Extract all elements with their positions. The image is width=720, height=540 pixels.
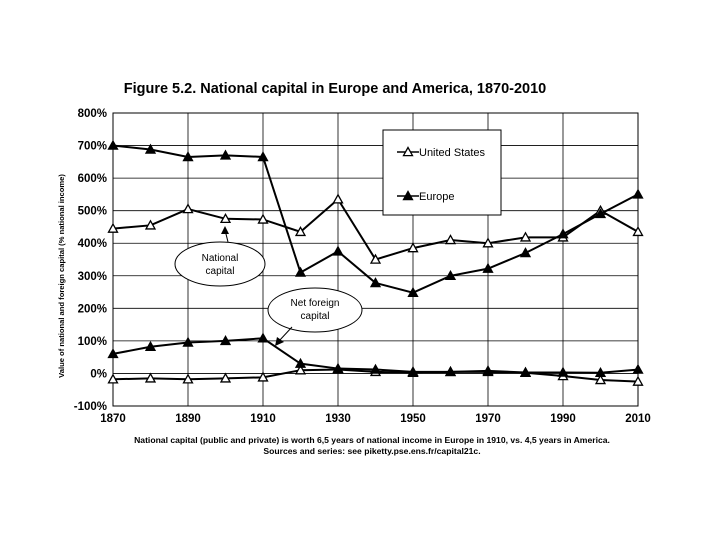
data-point [482, 365, 494, 376]
y-tick-label: 200% [78, 303, 107, 315]
legend-box [382, 129, 502, 216]
series-europe-national-capital [107, 139, 644, 297]
data-point [257, 213, 269, 224]
data-point [219, 212, 232, 224]
data-point [444, 234, 457, 245]
annotation-net-foreign-capital: Net foreign capital [267, 287, 363, 346]
y-tick-label: 300% [78, 271, 107, 283]
data-point [107, 373, 119, 384]
chart-title: Figure 5.2. National capital in Europe a… [124, 81, 547, 97]
data-point [407, 286, 419, 297]
data-point [632, 225, 644, 237]
legend: United States Europe [382, 129, 502, 216]
data-point [257, 371, 269, 382]
data-point [407, 365, 419, 377]
annotation-national-line2: capital [206, 266, 235, 277]
x-axis-ticks: 1870 1890 1910 1930 1950 1970 1990 2010 [100, 413, 651, 425]
data-point [444, 269, 457, 281]
data-point [107, 139, 119, 150]
y-tick-label: 600% [78, 173, 107, 185]
y-tick-label: 500% [78, 206, 107, 218]
data-point [182, 336, 194, 347]
x-tick-label: 1910 [250, 413, 276, 425]
x-tick-label: 1950 [400, 413, 426, 425]
data-point [444, 365, 457, 377]
legend-europe-label: Europe [419, 191, 454, 203]
series-layer [107, 139, 644, 386]
plot-area [112, 112, 639, 407]
data-point [219, 149, 232, 160]
data-point [144, 340, 157, 351]
data-point [294, 225, 307, 237]
series-europe-net-foreign-capital [107, 332, 644, 378]
x-tick-label: 1930 [325, 413, 351, 425]
data-point [182, 373, 194, 384]
data-point [332, 362, 344, 373]
data-point [332, 193, 344, 204]
data-point [594, 208, 607, 219]
data-point [594, 374, 607, 385]
data-point [369, 363, 382, 374]
legend-europe-marker [402, 190, 414, 201]
annotation-national-capital: National capital [174, 226, 266, 287]
data-point [144, 219, 157, 230]
data-point [482, 237, 494, 248]
data-point [294, 364, 307, 375]
y-tick-label: -100% [74, 401, 107, 413]
data-point [407, 242, 419, 253]
data-point [219, 335, 232, 346]
data-point [369, 253, 382, 264]
caption-sources: Sources and series: see piketty.pse.ens.… [263, 446, 480, 456]
data-point [107, 222, 119, 233]
data-point [182, 203, 194, 214]
data-point [294, 357, 307, 368]
x-tick-label: 1890 [175, 413, 201, 425]
data-point [519, 247, 532, 258]
x-tick-label: 1990 [550, 413, 576, 425]
data-point [557, 228, 569, 239]
data-point [144, 372, 157, 383]
x-tick-label: 1970 [475, 413, 501, 425]
y-axis-label: Value of national and foreign capital (%… [57, 174, 66, 378]
y-tick-label: 400% [78, 238, 107, 250]
data-point [107, 348, 119, 359]
annotation-foreign-line2: capital [301, 311, 330, 322]
legend-us-marker [402, 146, 414, 157]
data-point [632, 363, 644, 374]
data-point [219, 372, 232, 383]
data-point [369, 277, 382, 288]
data-point [632, 188, 644, 199]
data-point [519, 231, 532, 242]
y-tick-label: 100% [78, 336, 107, 348]
y-tick-label: 800% [78, 108, 107, 120]
x-tick-label: 1870 [100, 413, 126, 425]
data-point [294, 266, 307, 277]
data-point [482, 262, 494, 273]
data-point [257, 151, 269, 162]
legend-us-label: United States [419, 147, 486, 159]
annotation-national-line1: National [202, 253, 239, 264]
data-point [332, 245, 344, 256]
x-tick-label: 2010 [625, 413, 651, 425]
data-point [557, 366, 569, 377]
y-axis-ticks: -100% 0% 100% 200% 300% 400% 500% 600% 700% 800% [74, 108, 107, 413]
data-point [144, 143, 157, 154]
data-point [182, 151, 194, 162]
data-point [257, 332, 269, 343]
caption-main: National capital (public and private) is… [134, 435, 610, 445]
data-point [594, 366, 607, 378]
data-point [632, 375, 644, 386]
data-point [519, 366, 532, 377]
y-tick-label: 700% [78, 141, 107, 153]
y-tick-label: 0% [90, 368, 107, 380]
annotation-foreign-line1: Net foreign [291, 298, 340, 309]
